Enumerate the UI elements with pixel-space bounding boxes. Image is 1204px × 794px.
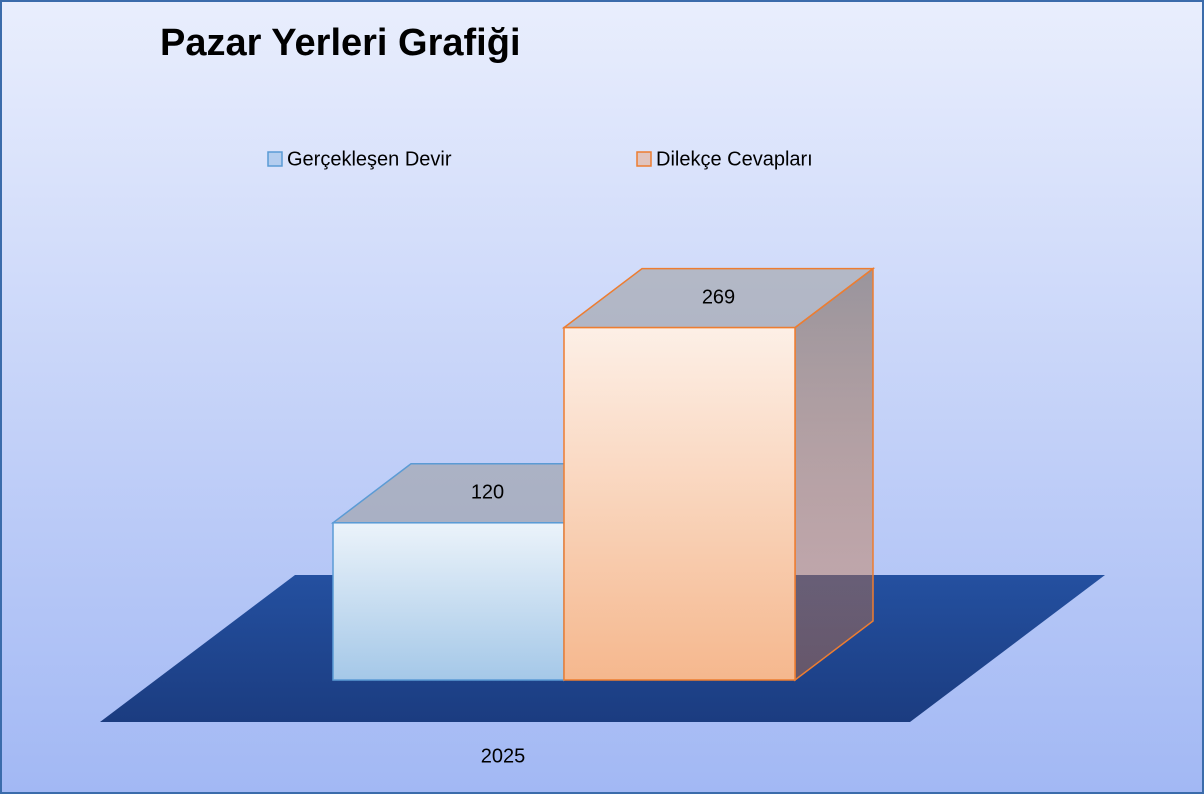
data-label: 269: [702, 286, 735, 308]
legend-swatch: [267, 151, 283, 167]
chart-title: Pazar Yerleri Grafiği: [160, 22, 521, 64]
data-label: 120: [471, 482, 504, 504]
legend-label: Dilekçe Cevapları: [656, 148, 813, 170]
bar: [332, 522, 565, 681]
bar: [563, 326, 796, 681]
legend-swatch: [636, 151, 652, 167]
bar-side: [794, 267, 874, 682]
x-tick-label: 2025: [481, 745, 526, 767]
legend-label: Gerçekleşen Devir: [287, 148, 452, 170]
